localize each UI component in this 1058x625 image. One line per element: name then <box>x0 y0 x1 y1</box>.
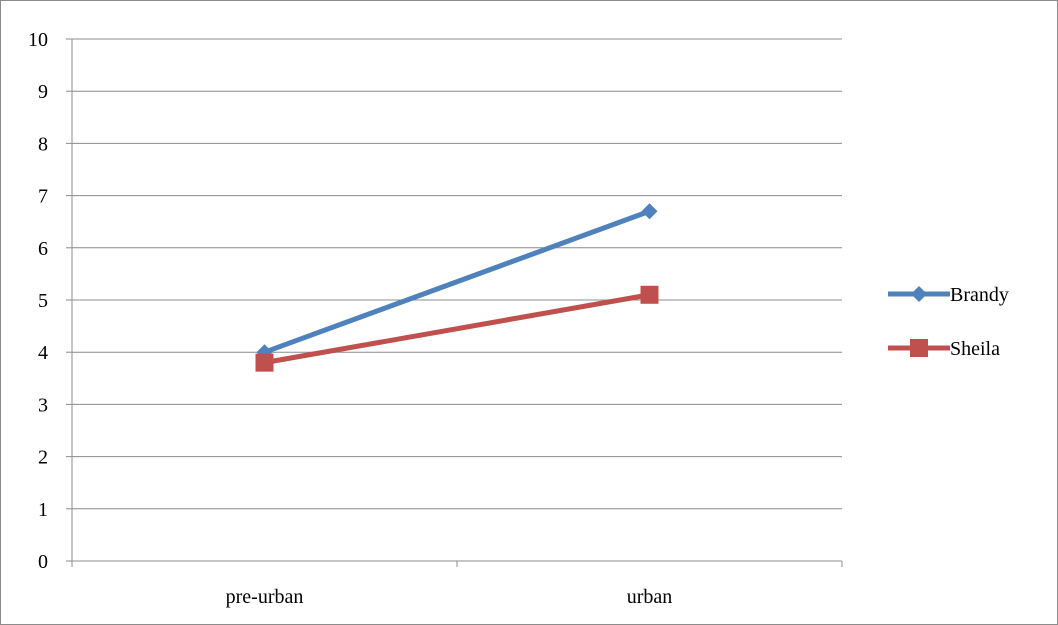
y-tick-label: 0 <box>38 551 48 573</box>
data-point-brandy <box>641 203 658 220</box>
x-tick-label: urban <box>627 586 673 608</box>
legend-item-sheila: Sheila <box>888 338 1000 360</box>
gridlines <box>72 38 842 510</box>
x-axis-tick-labels: pre-urban urban <box>226 586 673 608</box>
series-lines <box>263 208 651 366</box>
legend-label: Sheila <box>950 338 1000 360</box>
y-tick-label: 2 <box>38 447 48 469</box>
y-tick-label: 5 <box>38 290 48 312</box>
legend-marker <box>911 286 927 302</box>
y-tick-label: 7 <box>38 186 48 208</box>
y-tick-label: 9 <box>38 81 48 103</box>
axes <box>66 38 843 567</box>
series-line-sheila <box>264 292 650 366</box>
x-tick-label: pre-urban <box>226 586 304 608</box>
legend-label: Brandy <box>950 284 1009 306</box>
series-markers <box>255 203 659 372</box>
y-tick-label: 4 <box>38 342 48 364</box>
y-axis-tick-labels: 0 1 2 3 4 5 6 7 8 9 10 <box>28 29 48 573</box>
y-tick-label: 1 <box>38 499 48 521</box>
legend-marker <box>910 339 928 357</box>
y-tick-label: 8 <box>38 133 48 155</box>
legend-item-brandy: Brandy <box>888 284 1009 306</box>
legend: Brandy Sheila <box>888 284 1009 360</box>
series-line-brandy <box>263 208 651 355</box>
y-tick-label: 3 <box>38 394 48 416</box>
data-point-sheila <box>255 353 274 372</box>
y-tick-label: 10 <box>28 29 48 51</box>
data-point-sheila <box>640 285 659 304</box>
y-tick-label: 6 <box>38 238 48 260</box>
